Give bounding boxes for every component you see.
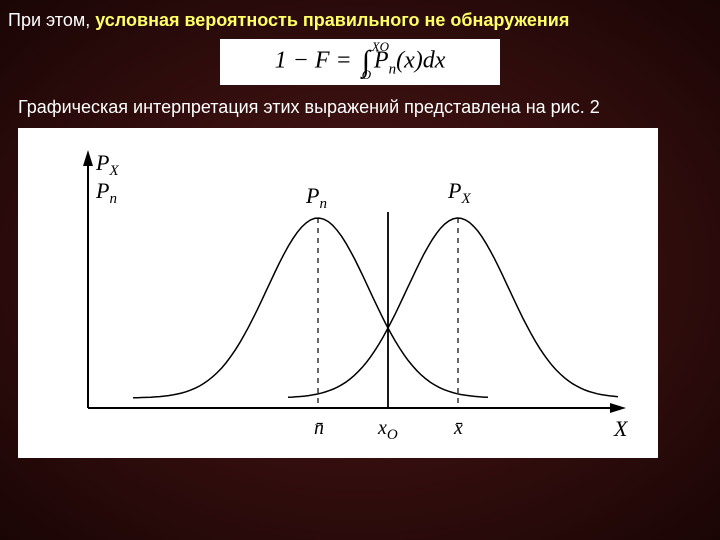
chart-container: PXPnXPnn̄PXx̄xO (18, 128, 658, 458)
caption: Графическая интерпретация этих выражений… (18, 97, 712, 118)
intro-highlight: условная вероятность правильного не обна… (95, 10, 569, 30)
integrand-tail: (x)dx (396, 48, 445, 74)
integral-lower: O (362, 67, 371, 83)
formula: 1 − F = XO∫OPn(x)dx (220, 39, 500, 85)
svg-text:x̄: x̄ (453, 417, 463, 439)
intro-line: При этом, условная вероятность правильно… (8, 10, 712, 31)
integral-upper: XO (372, 39, 389, 55)
svg-text:n̄: n̄ (314, 417, 324, 439)
intro-plain: При этом, (8, 10, 95, 30)
integrand-sub: n (389, 61, 397, 77)
formula-lhs: 1 − F = (275, 48, 358, 74)
probability-chart: PXPnXPnn̄PXx̄xO (18, 128, 658, 458)
svg-text:X: X (613, 416, 629, 441)
integral-symbol: XO∫O (362, 45, 370, 79)
